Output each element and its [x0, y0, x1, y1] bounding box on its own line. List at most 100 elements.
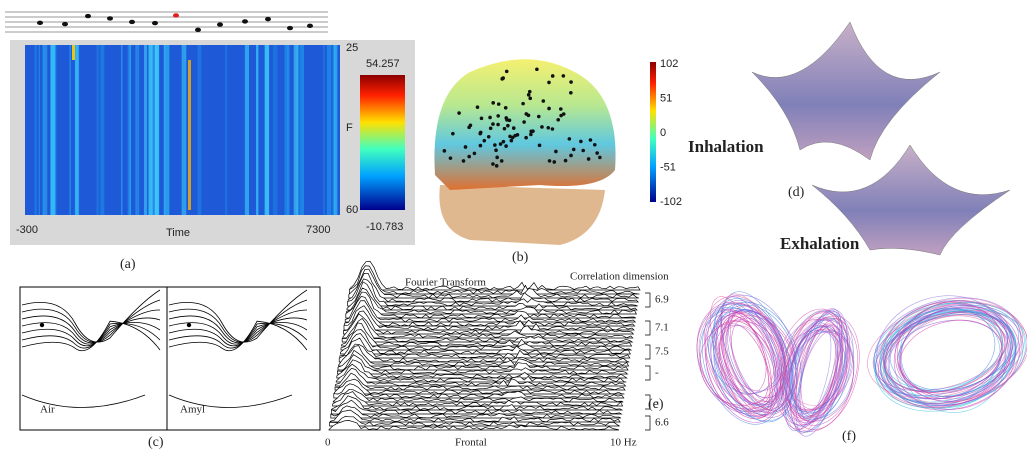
electrode [451, 131, 455, 136]
orbit [704, 311, 782, 423]
bracket [645, 394, 651, 410]
electrode [571, 147, 576, 152]
electrode [467, 125, 471, 130]
streak [143, 45, 148, 215]
orbit [793, 323, 837, 434]
caption-b: (b) [512, 250, 529, 265]
electrode [522, 120, 526, 124]
electrode [546, 125, 551, 130]
streak [157, 45, 160, 215]
note [242, 19, 248, 24]
orbit [790, 325, 842, 433]
contour [21, 322, 161, 349]
streak [188, 60, 191, 210]
streak [121, 45, 123, 215]
x-label: Time [166, 227, 190, 239]
x-end: 7300 [306, 224, 330, 236]
electrode [569, 153, 573, 158]
dimensions: 6.9 7.1 7.5 - - 6.6 [645, 292, 669, 431]
streak [164, 45, 170, 215]
x-label-e: Frontal [455, 437, 487, 449]
electrode [552, 160, 557, 164]
electrode [482, 138, 487, 143]
contours [21, 289, 308, 408]
streak [100, 45, 105, 215]
surface-inhalation [751, 21, 941, 161]
streak [181, 45, 187, 215]
electrode [554, 149, 558, 154]
contour [21, 320, 161, 352]
spectrum-line [335, 367, 627, 387]
streak [301, 45, 304, 215]
contour [21, 394, 146, 408]
note [107, 16, 113, 21]
streak [34, 45, 37, 215]
surface-exhalation [811, 144, 1011, 256]
streak [96, 45, 100, 215]
streak [284, 45, 289, 215]
bracket [645, 320, 651, 336]
note [152, 20, 158, 26]
electrode [503, 106, 508, 110]
colorbar-b [650, 62, 656, 202]
colorbar-label: 0 [660, 127, 666, 139]
electrode [461, 159, 466, 163]
electrode [442, 149, 447, 153]
streak [297, 45, 301, 215]
electrode [595, 151, 599, 155]
spectrum-line [329, 409, 621, 423]
orbit [713, 304, 798, 415]
contour-frame [19, 286, 321, 431]
streak [272, 45, 278, 215]
note [62, 21, 68, 27]
electrode [491, 101, 495, 105]
streak [155, 45, 157, 215]
neck [439, 185, 605, 245]
electrode [561, 112, 566, 116]
electrode [496, 122, 500, 127]
title-fourier: Fourier Transform [405, 277, 486, 289]
orbit [896, 300, 1013, 398]
orbit [722, 309, 794, 418]
contour [168, 320, 308, 352]
orbit [795, 308, 843, 425]
streak [326, 45, 332, 215]
waterfall [328, 260, 641, 431]
caption-f: (f) [842, 429, 856, 444]
streak [244, 45, 250, 215]
music-staff [5, 11, 328, 33]
electrode [472, 151, 477, 156]
electrode [491, 122, 495, 126]
orbit [786, 330, 838, 427]
label-amyl: Amyl [180, 404, 205, 416]
orbit [784, 318, 855, 406]
streak [135, 45, 137, 215]
streak [154, 45, 159, 215]
y-label: F [346, 122, 353, 134]
electrode [569, 90, 573, 95]
x-start-e: 0 [325, 437, 331, 449]
note [195, 27, 201, 33]
color-min: -10.783 [366, 221, 403, 233]
orbit [789, 319, 842, 417]
electrode [486, 134, 491, 139]
electrode [579, 139, 583, 144]
electrode [598, 155, 602, 160]
streak [151, 45, 156, 215]
electrode [541, 99, 546, 103]
electrode [528, 96, 533, 101]
electrode [488, 115, 492, 120]
electrode [496, 114, 500, 118]
electrode [463, 145, 468, 149]
electrode [496, 102, 501, 106]
electrode [524, 135, 528, 140]
streak [225, 45, 228, 215]
spectrum-line [343, 310, 635, 335]
electrode [563, 158, 568, 163]
orbit [873, 302, 1027, 409]
orbit [704, 295, 786, 408]
label-air: Air [40, 404, 55, 416]
electrode [493, 143, 497, 147]
note [37, 20, 43, 26]
